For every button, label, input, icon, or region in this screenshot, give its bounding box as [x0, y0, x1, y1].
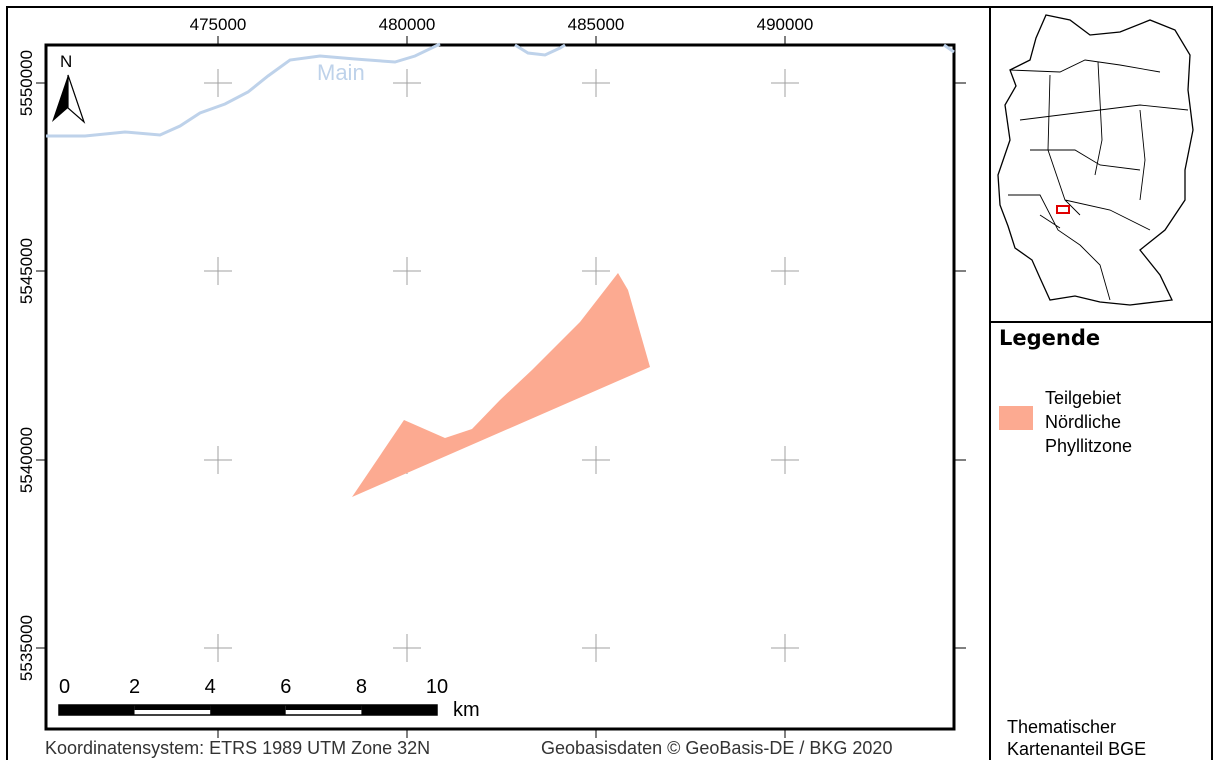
scale-label: 10 [426, 676, 448, 698]
crs-text: Koordinatensystem: ETRS 1989 UTM Zone 32… [45, 738, 431, 758]
scale-segment-top [285, 705, 362, 710]
scale-label: 2 [129, 676, 140, 698]
river-main: Main [46, 42, 955, 138]
legend-title: Legende [999, 326, 1101, 350]
scale-segment-top [210, 705, 286, 710]
north-arrow-icon: N [52, 52, 86, 124]
y-axis-labels: 5550000 5545000 5540000 5535000 [17, 50, 966, 681]
y-tick-label: 5550000 [17, 50, 36, 116]
credit-text: Thematischer Kartenanteil BGE [1007, 717, 1147, 759]
scale-segment-top [134, 705, 211, 710]
source-text: Geobasisdaten © GeoBasis-DE / BKG 2020 [541, 738, 893, 758]
inset-location-marker [1056, 205, 1070, 214]
scale-label: 0 [59, 676, 70, 698]
scale-label: 4 [205, 676, 216, 698]
river-label: Main [317, 60, 365, 85]
x-tick-label: 490000 [757, 15, 814, 34]
x-tick-label: 485000 [568, 15, 625, 34]
scale-label: 8 [356, 676, 367, 698]
study-area-polygon[interactable] [352, 273, 650, 497]
main-map[interactable]: Main N [44, 42, 956, 731]
y-tick-label: 5535000 [17, 615, 36, 681]
overview-map [997, 14, 1194, 306]
legend-label: Teilgebiet Nördliche Phyllitzone [1045, 388, 1133, 456]
north-label: N [60, 52, 72, 71]
outer-border [6, 6, 1213, 765]
legend-swatch [999, 406, 1033, 430]
y-tick-label: 5545000 [17, 238, 36, 304]
scale-bar: 0 2 4 6 8 10 km [58, 676, 480, 721]
scale-label: 6 [280, 676, 291, 698]
x-tick-label: 475000 [190, 15, 247, 34]
scale-segment-top [361, 705, 437, 710]
x-axis-labels: 475000 480000 485000 490000 [190, 15, 814, 738]
x-tick-label: 480000 [379, 15, 436, 34]
legend-item: Teilgebiet Nördliche Phyllitzone [999, 386, 1195, 458]
scale-segment-top [59, 705, 135, 710]
scale-unit: km [453, 699, 480, 721]
y-tick-label: 5540000 [17, 427, 36, 493]
